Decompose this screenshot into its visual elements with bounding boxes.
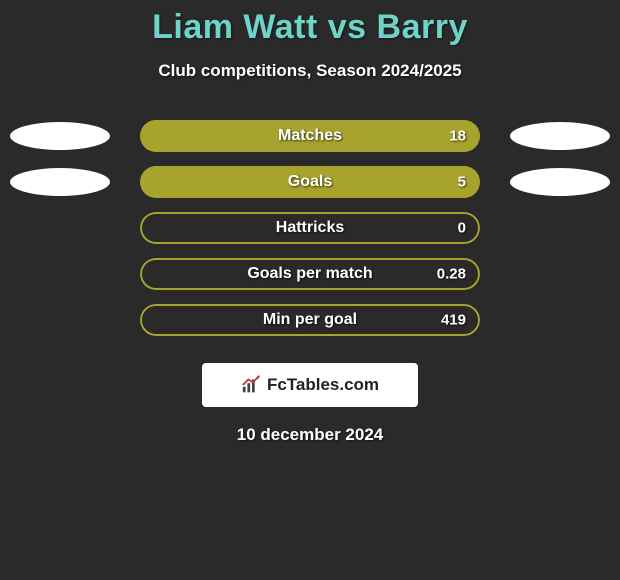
stat-value: 18 bbox=[449, 128, 466, 145]
logo-content: FcTables.com bbox=[241, 374, 379, 396]
subtitle: Club competitions, Season 2024/2025 bbox=[0, 61, 620, 81]
stat-pill: Goals 5 bbox=[140, 166, 480, 198]
player-right-marker bbox=[510, 122, 610, 150]
stat-label: Hattricks bbox=[276, 219, 344, 237]
stat-pill: Min per goal 419 bbox=[140, 304, 480, 336]
page-title: Liam Watt vs Barry bbox=[0, 8, 620, 47]
logo-box[interactable]: FcTables.com bbox=[202, 363, 418, 407]
stat-row: Goals 5 bbox=[0, 159, 620, 205]
date-label: 10 december 2024 bbox=[0, 425, 620, 445]
stat-value: 419 bbox=[441, 312, 466, 329]
chart-icon bbox=[241, 374, 263, 396]
stat-value: 0.28 bbox=[437, 266, 466, 283]
stat-pill: Goals per match 0.28 bbox=[140, 258, 480, 290]
player-right-marker bbox=[510, 168, 610, 196]
stat-label: Goals bbox=[288, 173, 332, 191]
stat-value: 5 bbox=[458, 174, 466, 191]
stat-pill: Matches 18 bbox=[140, 120, 480, 152]
stats-area: Matches 18 Goals 5 Hattricks 0 Goals per match… bbox=[0, 113, 620, 343]
stat-row: Matches 18 bbox=[0, 113, 620, 159]
player-left-marker bbox=[10, 168, 110, 196]
stat-row: Min per goal 419 bbox=[0, 297, 620, 343]
stat-pill: Hattricks 0 bbox=[140, 212, 480, 244]
stat-row: Goals per match 0.28 bbox=[0, 251, 620, 297]
stat-label: Matches bbox=[278, 127, 342, 145]
comparison-container: Liam Watt vs Barry Club competitions, Se… bbox=[0, 0, 620, 445]
player-left-marker bbox=[10, 122, 110, 150]
stat-label: Goals per match bbox=[247, 265, 372, 283]
stat-value: 0 bbox=[458, 220, 466, 237]
logo-text: FcTables.com bbox=[267, 375, 379, 395]
stat-row: Hattricks 0 bbox=[0, 205, 620, 251]
stat-label: Min per goal bbox=[263, 311, 357, 329]
